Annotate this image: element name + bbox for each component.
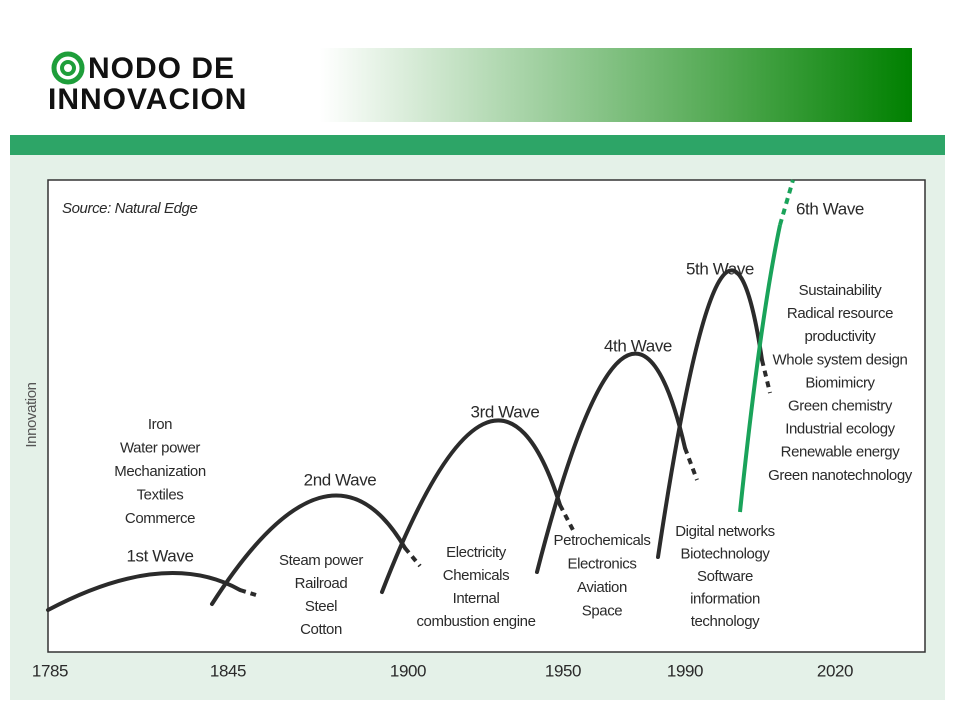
wave-item: Petrochemicals [554,532,651,549]
source: Source: Natural Edge [62,200,197,217]
logo: NODO DE INNOVACION [48,51,247,116]
wave-name: 1st Wave [126,546,193,565]
wave-item: Steam power [279,552,363,569]
wave-item: Water power [120,439,200,456]
year-label: 2020 [817,661,853,680]
wave-item: Green chemistry [788,397,893,414]
wave-item: Mechanization [114,463,206,480]
wave-item: Industrial ecology [785,421,895,438]
wave-item: Software [697,568,753,585]
year-label: 1990 [667,661,703,680]
wave-item: Renewable energy [781,444,901,461]
wave-item: Green nanotechnology [768,467,913,484]
wave-curve-green-dash [778,179,795,226]
wave-name: 6th Wave [796,199,864,218]
wave-name: 3rd Wave [471,402,540,421]
wave-item: Iron [148,416,172,433]
wave-item: Steel [305,598,337,615]
wave-name: 4th Wave [604,336,672,355]
wave-item: Radical resource [787,305,893,322]
wave-item: Internal [453,590,500,607]
wave-item: Space [582,602,623,619]
year-label: 1950 [545,661,581,680]
wave-item: Whole system design [773,351,908,368]
wave-item: Commerce [125,510,195,527]
wave-item: Textiles [137,486,184,503]
wave-item: productivity [804,328,876,345]
wave-item: Aviation [577,579,627,596]
wave-curve-dash [558,504,575,531]
wave-curve [535,351,687,574]
curves [46,179,795,612]
wave-curve [380,418,562,594]
logo-line1: NODO DE [88,52,235,85]
wave-item: Electricity [446,544,507,561]
year-label: 1900 [390,661,426,680]
year-label: 1785 [32,661,68,680]
wave-item: information [690,590,760,607]
wave-curve [210,493,407,606]
wave-item: Electronics [568,555,637,572]
wave-curve-dash [683,447,699,481]
wave-item: Railroad [295,575,348,592]
wave-item: combustion engine [416,613,535,630]
wave-item: Chemicals [443,567,509,584]
y-axis-label: Innovation [23,382,40,447]
wave-curve-dash [760,359,772,394]
wave-name: 5th Wave [686,259,754,278]
wave-item: Cotton [300,621,342,638]
wave-item: Sustainability [799,282,883,299]
year-label: 1845 [210,661,246,680]
band [10,135,945,155]
wave-curve [46,571,242,612]
wave-curve-dash [239,588,257,597]
wave-item: technology [691,613,760,630]
header-bar [320,48,912,122]
wave-curve-dash [403,546,422,568]
wave-item: Biomimicry [805,374,875,391]
wave-name: 2nd Wave [304,470,377,489]
wave-item: Biotechnology [680,545,770,562]
logo-line2: INNOVACION [48,83,247,116]
wave-item: Digital networks [675,523,774,540]
wave-curve-green [738,224,782,513]
wave-curve [656,268,764,559]
